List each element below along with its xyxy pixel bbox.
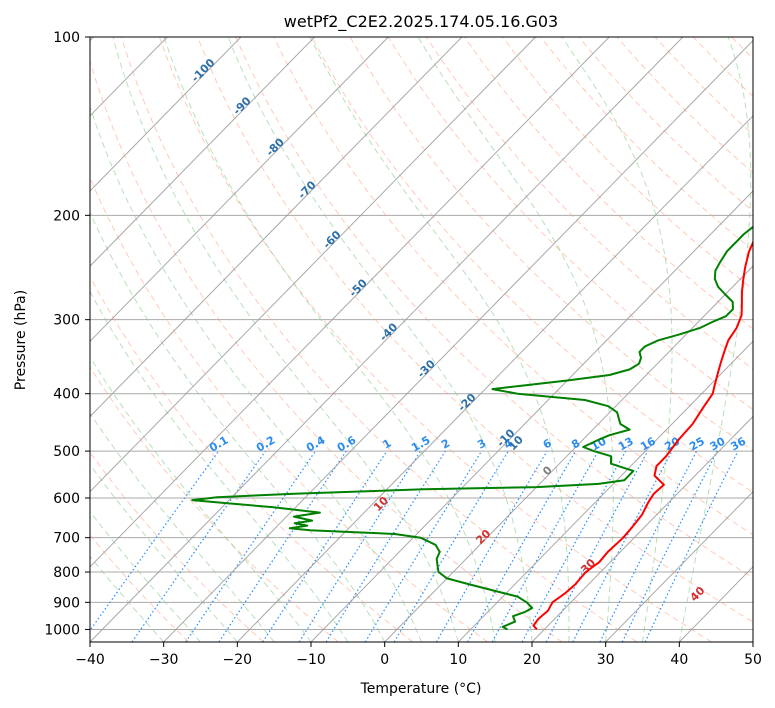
dewpoint-profile-line bbox=[191, 225, 753, 631]
isotherm-line bbox=[90, 37, 610, 568]
dry-adiabat bbox=[349, 37, 753, 452]
isotherm-line bbox=[384, 265, 753, 642]
dry-adiabat bbox=[90, 366, 339, 642]
mixing-ratio-line bbox=[521, 450, 627, 642]
dry-adiabat bbox=[90, 59, 563, 642]
y-tick-label: 800 bbox=[53, 565, 80, 581]
mixing-ratio-line bbox=[218, 450, 347, 642]
y-tick-label: 700 bbox=[53, 531, 80, 547]
x-tick-label: 10 bbox=[449, 652, 467, 668]
axes: −40 −30 −20 −10 0 10 20 30 40 50 100 200 300 400 500 60… bbox=[44, 30, 762, 668]
moist-adiabat bbox=[112, 37, 459, 642]
moist-adiabat bbox=[561, 37, 673, 642]
mixing-ratio-line bbox=[90, 450, 220, 632]
dry-adiabat bbox=[273, 37, 753, 536]
moist-adiabat bbox=[90, 290, 349, 642]
x-tick-label: 20 bbox=[523, 652, 541, 668]
x-tick-label: 0 bbox=[380, 652, 389, 668]
y-axis-title: Pressure (hPa) bbox=[13, 290, 29, 390]
plot-area: 0.1 0.2 0.4 0.6 1 1.5 2 3 4 6 8 10 13 16 20 25 30 36-100-… bbox=[90, 37, 753, 642]
y-tick-label: 200 bbox=[53, 208, 80, 224]
x-tick-label: −10 bbox=[296, 652, 326, 668]
dry-adiabat bbox=[311, 37, 753, 493]
mixing-ratio-line bbox=[131, 450, 266, 642]
x-tick-label: 30 bbox=[597, 652, 615, 668]
y-tick-label: 600 bbox=[53, 491, 80, 507]
moist-adiabat bbox=[163, 37, 496, 642]
isotherm-line bbox=[236, 115, 753, 642]
x-axis-title: Temperature (°C) bbox=[360, 681, 482, 697]
chart-title: wetPf2_C2E2.2025.174.05.16.G03 bbox=[284, 12, 558, 32]
moist-adiabat bbox=[417, 37, 614, 642]
isotherm-line bbox=[163, 39, 753, 642]
x-tick-label: 50 bbox=[744, 652, 762, 668]
mixing-ratio-line bbox=[364, 450, 483, 642]
temperature-profile-line bbox=[532, 240, 753, 631]
x-tick-label: −30 bbox=[149, 652, 179, 668]
plot-frame bbox=[89, 36, 754, 643]
mixing-ratio-lines bbox=[90, 450, 739, 642]
isotherm-line bbox=[90, 37, 536, 493]
dry-adiabat bbox=[235, 37, 753, 579]
x-tick-label: −20 bbox=[223, 652, 253, 668]
moist-adiabat bbox=[309, 37, 570, 642]
sounding-series bbox=[191, 225, 753, 631]
dry-adiabat bbox=[90, 451, 264, 642]
mixing-ratio-line bbox=[262, 450, 388, 642]
isotherm-line bbox=[457, 340, 753, 642]
mixing-ratio-line bbox=[185, 450, 316, 642]
moist-adiabat bbox=[678, 37, 752, 642]
isotherm-line bbox=[90, 37, 684, 642]
moist-adiabat bbox=[90, 105, 422, 642]
moist-adiabat bbox=[90, 211, 386, 642]
moist-adiabat bbox=[227, 37, 533, 642]
dry-adiabat bbox=[120, 37, 638, 642]
dry-adiabat bbox=[90, 176, 488, 642]
moist-adiabat-lines bbox=[90, 37, 752, 642]
x-tick-label: 40 bbox=[670, 652, 688, 668]
isotherm-line bbox=[90, 37, 315, 267]
y-tick-label: 400 bbox=[53, 387, 80, 403]
mixing-ratio-line bbox=[621, 450, 718, 642]
y-tick-label: 1000 bbox=[44, 622, 80, 638]
mixing-ratio-line bbox=[298, 450, 422, 642]
dry-adiabat bbox=[197, 37, 753, 623]
isotherm-line bbox=[605, 490, 753, 642]
dry-adiabat-lines bbox=[90, 37, 753, 642]
mixing-ratio-line bbox=[466, 450, 577, 642]
isotherm-line bbox=[90, 37, 463, 418]
moist-adiabat bbox=[90, 463, 238, 642]
y-tick-label: 900 bbox=[53, 595, 80, 611]
isotherm-line bbox=[531, 415, 753, 642]
dry-adiabat bbox=[425, 37, 753, 370]
x-tick-label: −40 bbox=[75, 652, 105, 668]
y-tick-label: 500 bbox=[53, 444, 80, 460]
mixing-ratio-line bbox=[599, 450, 698, 642]
dry-adiabat bbox=[387, 37, 753, 411]
mixing-ratio-line bbox=[545, 450, 649, 642]
isotherm-line bbox=[310, 190, 753, 642]
isotherm-line bbox=[90, 37, 242, 192]
y-tick-label: 300 bbox=[53, 313, 80, 329]
isotherm-lines bbox=[90, 37, 753, 642]
y-tick-label: 100 bbox=[53, 30, 80, 46]
isotherm-line bbox=[90, 37, 389, 343]
moist-adiabat bbox=[90, 412, 275, 642]
